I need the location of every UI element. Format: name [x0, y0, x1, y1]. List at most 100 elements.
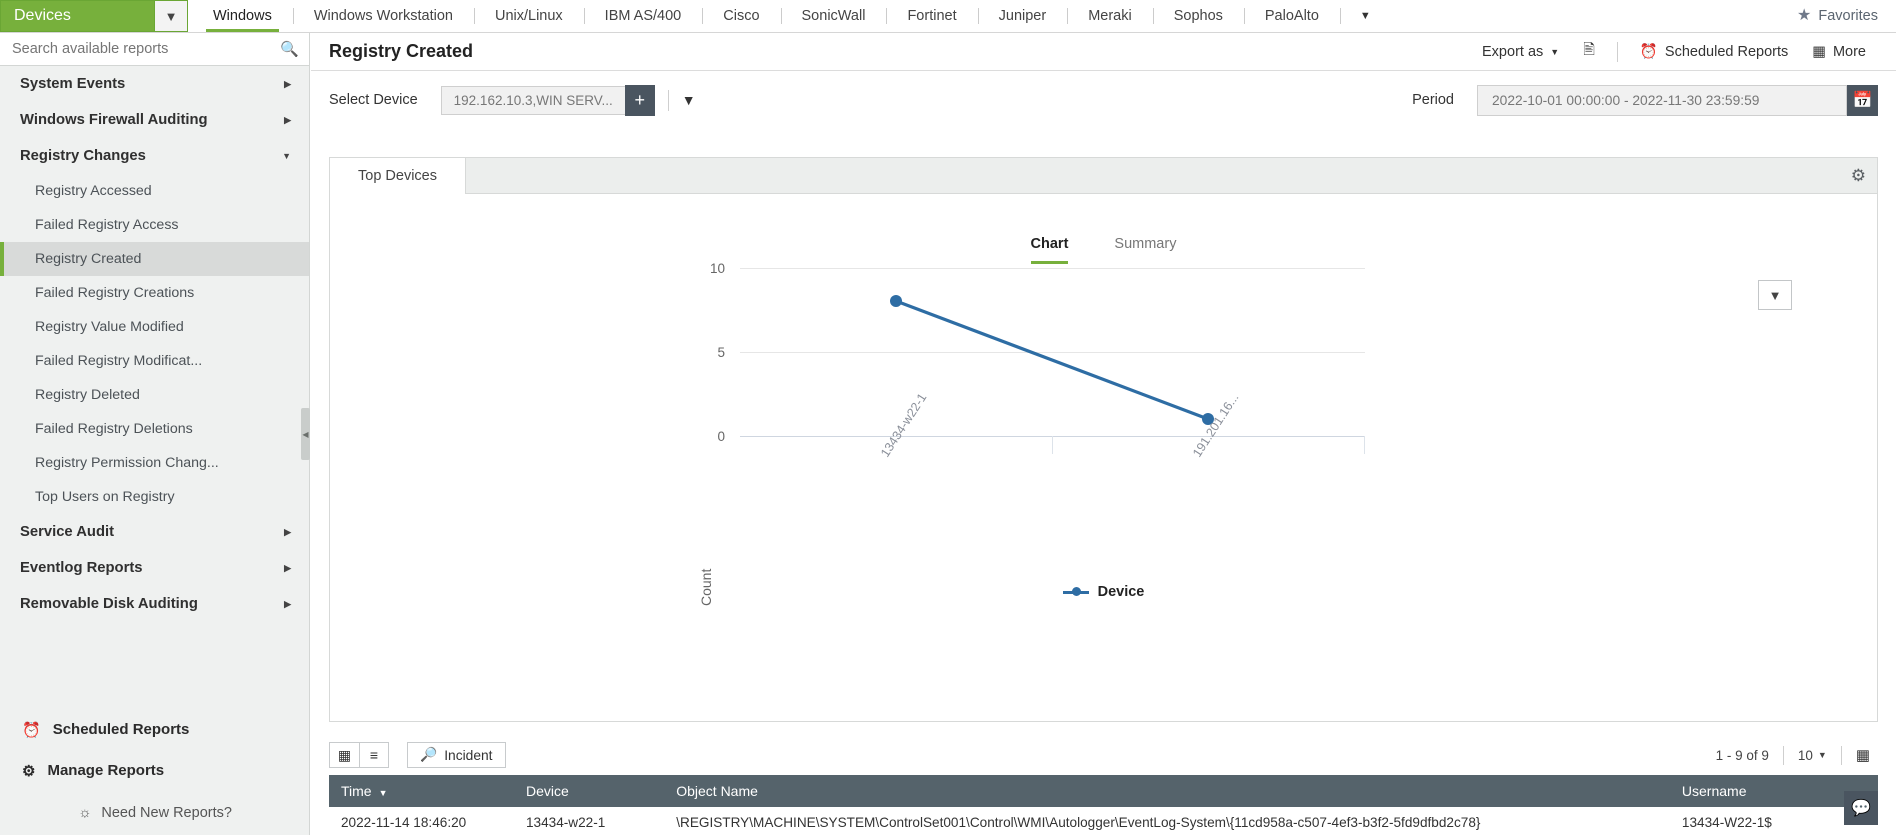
tab-sophos[interactable]: Sophos	[1152, 0, 1244, 32]
tabs-overflow-caret-icon[interactable]: ▼	[1339, 0, 1391, 32]
tab-sonicwall[interactable]: SonicWall	[780, 0, 887, 32]
y-tick-5: 5	[717, 345, 725, 360]
sidebar-item-failed-registry-access[interactable]: Failed Registry Access	[0, 208, 309, 242]
export-history-button[interactable]: 🖹	[1571, 33, 1607, 71]
device-filter-value[interactable]: 192.162.10.3,WIN SERV...	[440, 85, 626, 115]
header-actions: Export as ▼ 🖹 ⏰ Scheduled Reports ▦ More	[1470, 33, 1878, 71]
header-label: Time	[341, 783, 372, 799]
tab-label: Cisco	[723, 8, 760, 24]
sidebar-item-registry-accessed[interactable]: Registry Accessed	[0, 174, 309, 208]
fingerprint-search-icon: 🔎	[420, 747, 438, 762]
tab-cisco[interactable]: Cisco	[702, 0, 780, 32]
sidebar-group-eventlog-reports[interactable]: Eventlog Reports ▶	[0, 550, 309, 586]
tab-juniper[interactable]: Juniper	[977, 0, 1068, 32]
chevron-down-icon: ▼	[282, 151, 291, 161]
sidebar-collapse-handle[interactable]: ◀	[301, 408, 310, 460]
table-view-icon[interactable]: ▦	[330, 743, 359, 767]
favorites-button[interactable]: ★ Favorites	[1797, 0, 1878, 32]
tab-paloalto[interactable]: PaloAlto	[1243, 0, 1340, 32]
tab-meraki[interactable]: Meraki	[1067, 0, 1153, 32]
sidebar-item-registry-permission-changes[interactable]: Registry Permission Chang...	[0, 446, 309, 480]
data-point-0[interactable]	[890, 295, 902, 307]
item-label: Registry Value Modified	[35, 319, 184, 335]
tab-ibm-as400[interactable]: IBM AS/400	[583, 0, 703, 32]
sidebar-group-service-audit[interactable]: Service Audit ▶	[0, 514, 309, 550]
group-label: Windows Firewall Auditing	[20, 112, 208, 128]
page-title: Registry Created	[329, 41, 474, 61]
window-icon: ▦	[1812, 43, 1826, 60]
column-header-time[interactable]: Time ▼	[329, 775, 514, 807]
incident-button[interactable]: 🔎 Incident	[407, 742, 506, 768]
sidebar-item-registry-value-modified[interactable]: Registry Value Modified	[0, 310, 309, 344]
group-label: Registry Changes	[20, 148, 146, 164]
item-label: Failed Registry Modificat...	[35, 353, 203, 369]
sidebar-manage-reports[interactable]: ⚙ Manage Reports	[0, 750, 310, 791]
sidebar-item-failed-registry-deletions[interactable]: Failed Registry Deletions	[0, 412, 309, 446]
more-button[interactable]: ▦ More	[1800, 33, 1878, 71]
sidebar-group-system-events[interactable]: System Events ▶	[0, 66, 309, 102]
sidebar-group-removable-disk-auditing[interactable]: Removable Disk Auditing ▶	[0, 586, 309, 622]
item-label: Failed Registry Access	[35, 217, 179, 233]
chevron-down-icon: ▼	[1817, 750, 1827, 760]
sidebar-group-registry-changes[interactable]: Registry Changes ▼	[0, 138, 309, 174]
column-header-object-name[interactable]: Object Name	[664, 775, 1670, 807]
sidebar-search[interactable]: 🔍	[0, 33, 309, 66]
sidebar-item-top-users-on-registry[interactable]: Top Users on Registry	[0, 480, 309, 514]
tab-label: Fortinet	[907, 8, 957, 24]
panel-tab-bar: Top Devices ⚙	[330, 158, 1877, 194]
x-tick-divider-1	[1052, 436, 1053, 454]
add-column-icon[interactable]: ▦	[1855, 747, 1870, 764]
data-table: Time ▼ Device Object Name Username 2022-1…	[329, 775, 1878, 835]
need-new-reports-button[interactable]: ☼ Need New Reports?	[0, 791, 310, 835]
link-label: Scheduled Reports	[52, 721, 190, 738]
sidebar-item-registry-created[interactable]: Registry Created	[0, 242, 309, 276]
chevron-right-icon: ▶	[284, 562, 291, 573]
sidebar-item-registry-deleted[interactable]: Registry Deleted	[0, 378, 309, 412]
search-icon[interactable]: 🔍	[280, 41, 299, 58]
chevron-down-icon[interactable]: ▼	[154, 1, 187, 31]
tab-chart[interactable]: Chart	[1030, 236, 1069, 264]
tab-windows-workstation[interactable]: Windows Workstation	[292, 0, 474, 32]
scheduled-reports-button[interactable]: ⏰ Scheduled Reports	[1628, 33, 1800, 71]
calendar-icon[interactable]: 📅	[1847, 84, 1878, 116]
y-tick-10: 10	[709, 261, 725, 276]
sidebar-item-failed-registry-creations[interactable]: Failed Registry Creations	[0, 276, 309, 310]
period-value[interactable]: 2022-10-01 00:00:00 - 2022-11-30 23:59:5…	[1477, 84, 1847, 116]
legend-marker	[1062, 587, 1089, 596]
page-size-selector[interactable]: 10 ▼	[1784, 748, 1841, 763]
top-navigation-bar: Devices ▼ Windows Windows Workstation Un…	[0, 0, 1896, 33]
sidebar-group-windows-firewall-auditing[interactable]: Windows Firewall Auditing ▶	[0, 102, 309, 138]
export-as-button[interactable]: Export as ▼	[1470, 33, 1571, 71]
device-category-selector[interactable]: Devices ▼	[0, 0, 188, 32]
tab-fortinet[interactable]: Fortinet	[886, 0, 977, 32]
tab-label: SonicWall	[801, 8, 866, 24]
link-label: Manage Reports	[47, 762, 165, 779]
tab-summary[interactable]: Summary	[1114, 236, 1176, 264]
gridline-10	[740, 268, 1365, 269]
chat-icon[interactable]: 💬	[1844, 791, 1878, 825]
view-mode-group: ▦ ≡	[329, 742, 389, 768]
favorites-label: Favorites	[1818, 8, 1878, 24]
data-point-1[interactable]	[1202, 413, 1214, 425]
table-row[interactable]: 2022-11-14 18:46:20 13434-w22-1 \REGISTR…	[329, 807, 1878, 835]
search-input[interactable]	[10, 40, 281, 58]
sidebar-item-failed-registry-modifications[interactable]: Failed Registry Modificat...	[0, 344, 309, 378]
tab-windows[interactable]: Windows	[192, 0, 293, 32]
chevron-down-icon: ▼	[1550, 46, 1560, 57]
gear-icon[interactable]: ⚙	[1850, 166, 1866, 185]
chart-series-svg	[890, 295, 1214, 425]
filter-icon[interactable]: ▼	[681, 92, 696, 108]
sidebar-scheduled-reports[interactable]: ⏰ Scheduled Reports	[0, 709, 310, 750]
column-header-username[interactable]: Username	[1669, 775, 1878, 807]
scheduled-reports-label: Scheduled Reports	[1664, 43, 1789, 60]
list-view-icon[interactable]: ≡	[359, 743, 388, 767]
page-count-label: 1 - 9 of 9	[1715, 747, 1769, 763]
tab-unix-linux[interactable]: Unix/Linux	[473, 0, 584, 32]
pagination-divider	[1840, 745, 1842, 765]
more-label: More	[1832, 43, 1866, 60]
add-device-button[interactable]: +	[624, 84, 655, 116]
cell-object-name: \REGISTRY\MACHINE\SYSTEM\ControlSet001\C…	[664, 807, 1670, 835]
chart-options-toggle[interactable]: ▼	[1758, 280, 1792, 310]
tab-top-devices[interactable]: Top Devices	[330, 158, 466, 194]
column-header-device[interactable]: Device	[513, 775, 665, 807]
